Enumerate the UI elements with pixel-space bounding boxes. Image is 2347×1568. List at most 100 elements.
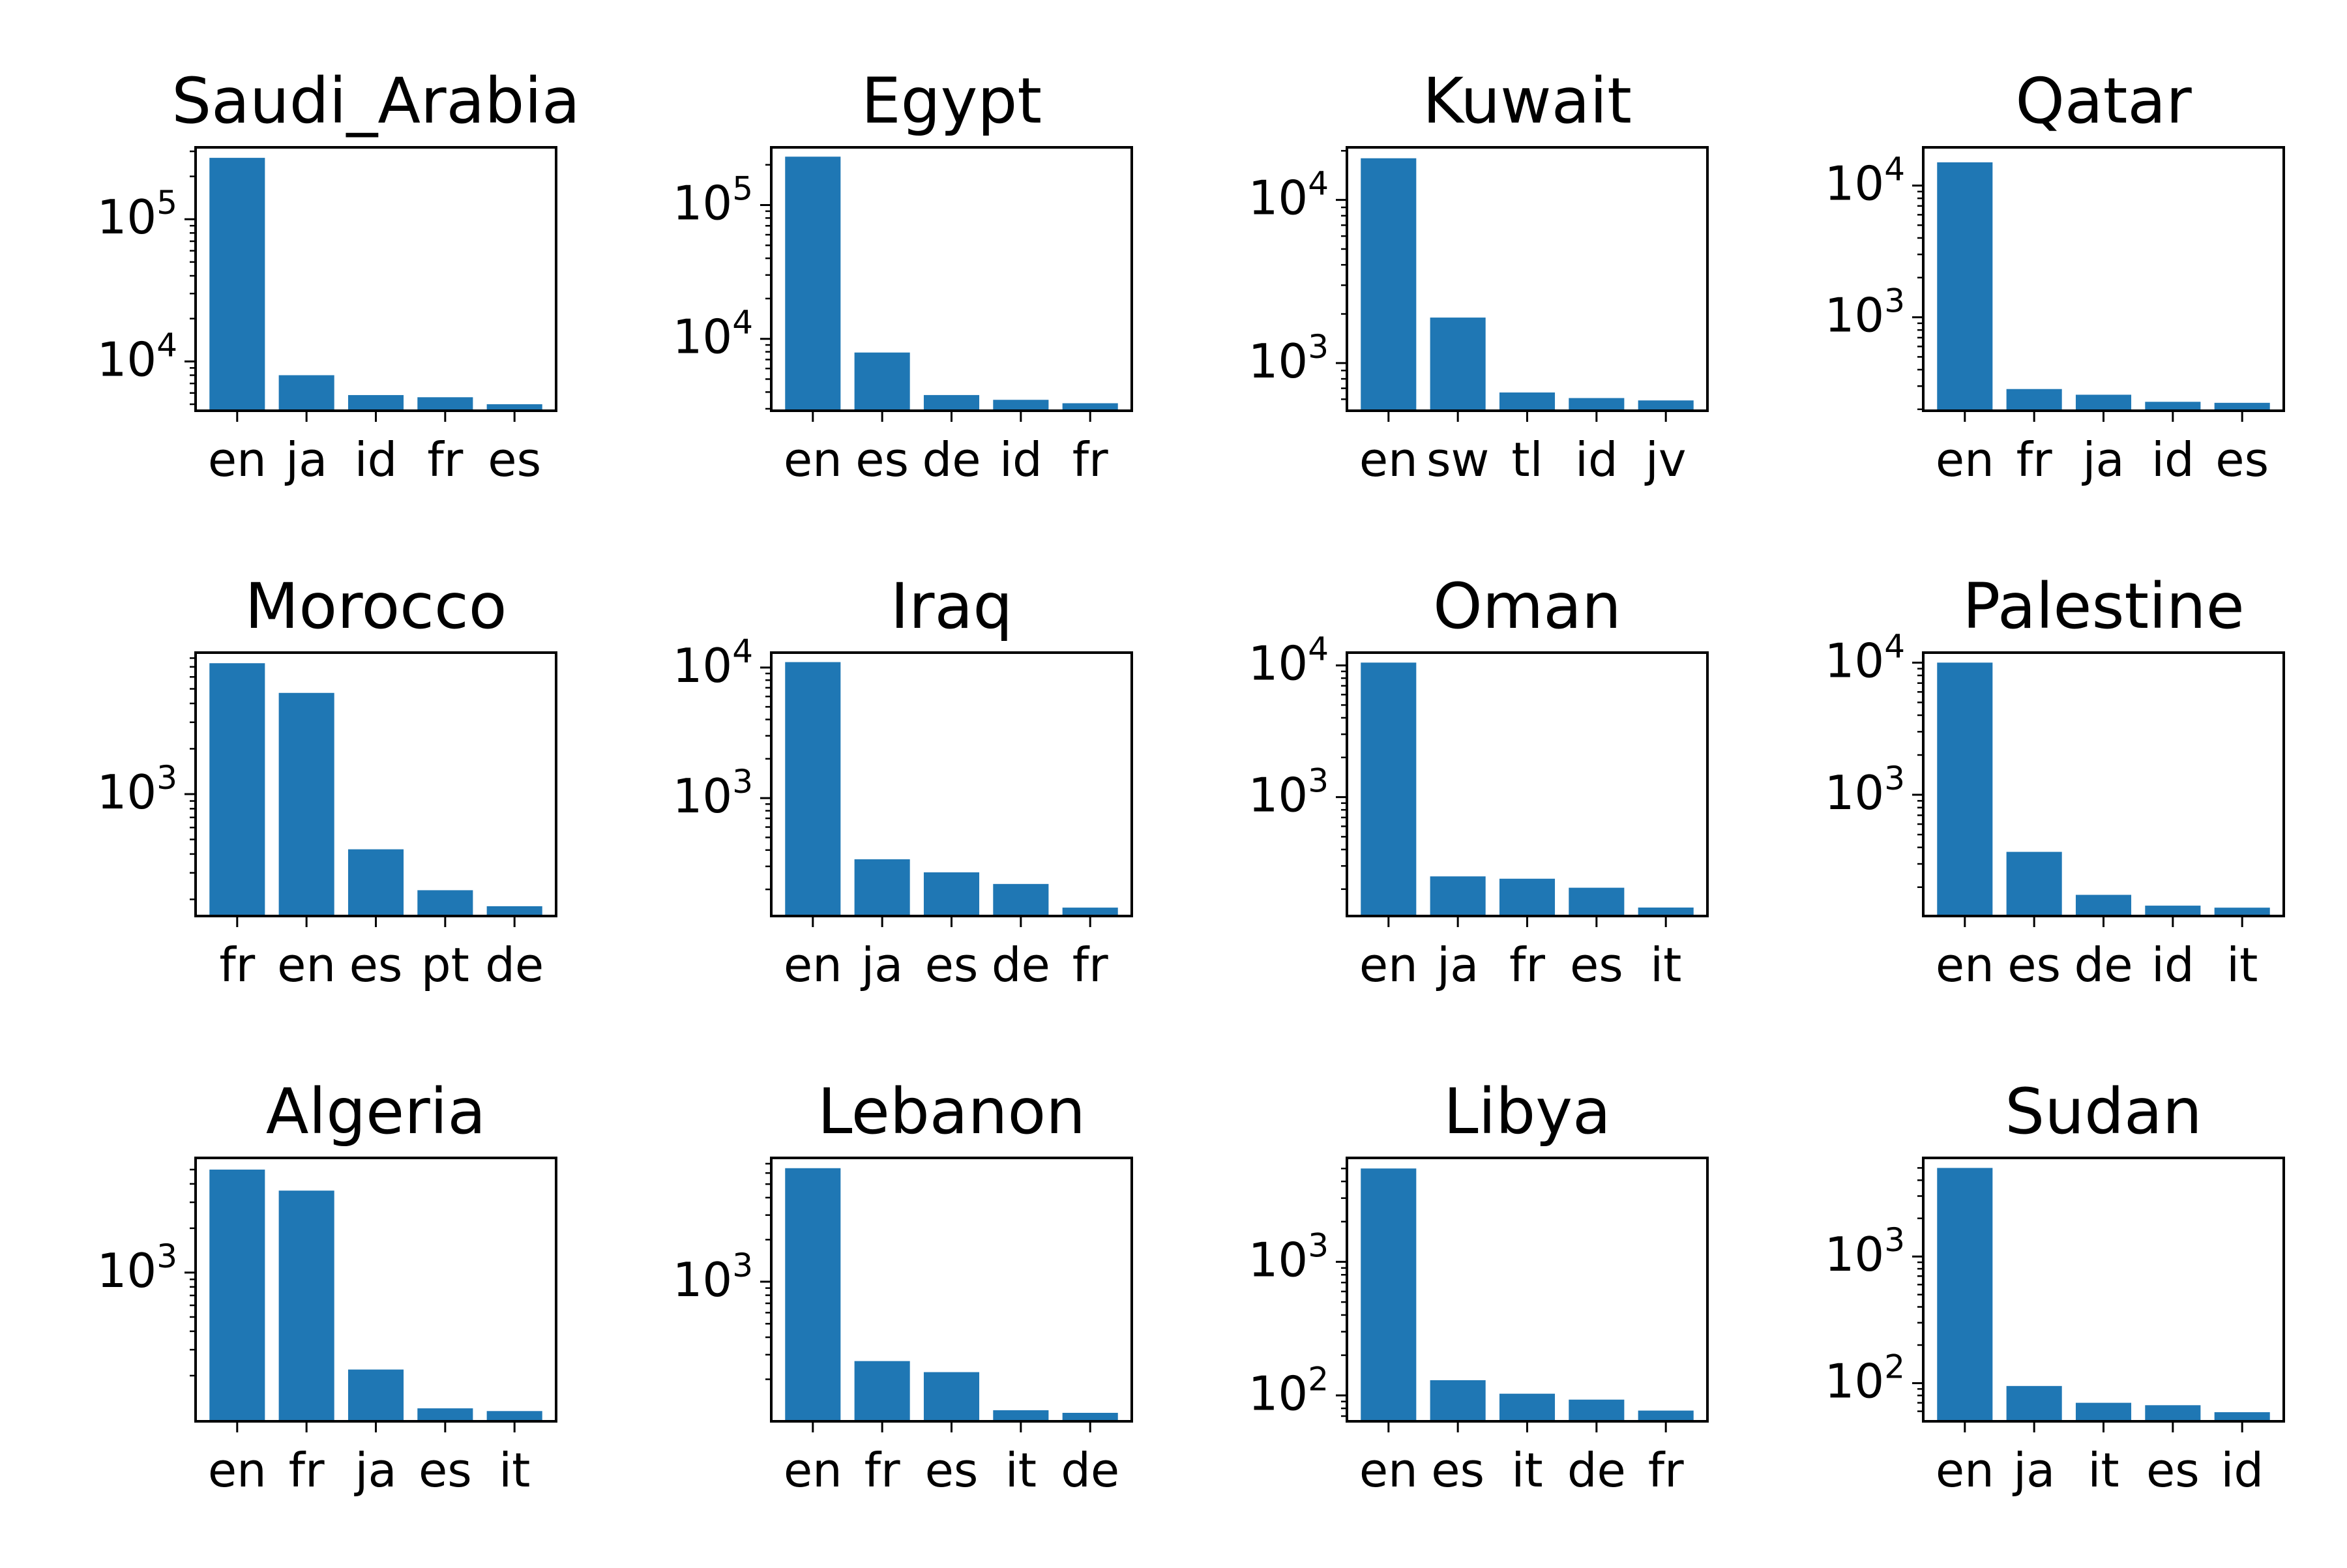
bar-en xyxy=(1361,1168,1417,1421)
x-tick-label: fr xyxy=(1072,432,1108,487)
subplot-sudan: Sudan 102 103 en ja it es id xyxy=(1825,1075,2285,1498)
bar-es xyxy=(2006,851,2062,916)
bar-it xyxy=(1499,1393,1556,1421)
y-tick-label: 105 xyxy=(97,184,177,244)
bar-de xyxy=(923,394,980,411)
subplot-title: Palestine xyxy=(1962,570,2244,643)
x-tick-label: tl xyxy=(1511,432,1543,487)
y-tick-label: 103 xyxy=(1248,762,1329,823)
y-tick-label: 103 xyxy=(1248,328,1329,389)
bar-fr xyxy=(1062,908,1118,916)
x-tick-label: de xyxy=(992,938,1050,992)
x-tick-label: es xyxy=(2215,432,2269,487)
subplot-egypt: Egypt 104 105 en es de id fr xyxy=(673,65,1133,487)
x-tick-label: ja xyxy=(2081,432,2124,487)
bar-es xyxy=(1569,887,1625,916)
bar-es xyxy=(854,352,910,411)
x-tick-label: fr xyxy=(864,1443,900,1498)
subplot-title: Kuwait xyxy=(1423,65,1632,138)
bar-ja xyxy=(2006,1385,2062,1421)
bar-id xyxy=(2145,402,2201,411)
x-tick-label: it xyxy=(2088,1443,2119,1498)
bar-ja xyxy=(854,859,910,916)
axes-frame xyxy=(770,146,1133,412)
bar-es xyxy=(923,1372,980,1421)
subplot-title: Algeria xyxy=(266,1075,486,1148)
subplot-title: Iraq xyxy=(891,570,1013,643)
x-tick-label: de xyxy=(485,938,544,992)
y-tick-label: 104 xyxy=(1825,151,1905,211)
x-tick-label: it xyxy=(499,1443,530,1498)
subplot-title: Egypt xyxy=(861,65,1042,138)
bar-it xyxy=(486,1411,542,1421)
subplot-algeria: Algeria 103 en fr ja es it xyxy=(97,1075,557,1498)
subplot-title: Oman xyxy=(1433,570,1621,643)
bar-de xyxy=(486,906,542,916)
bar-pt xyxy=(417,890,473,916)
x-tick-label: id xyxy=(2151,432,2194,487)
x-tick-label: es xyxy=(419,1443,472,1498)
subplot-morocco: Morocco 103 fr en es pt de xyxy=(97,570,557,992)
bar-id xyxy=(993,400,1049,411)
bar-it xyxy=(2075,1402,2132,1421)
bar-sw xyxy=(1430,318,1486,411)
subplot-lebanon: Lebanon 103 en fr es it de xyxy=(673,1075,1133,1498)
bar-fr xyxy=(1638,1410,1694,1421)
x-tick-label: fr xyxy=(1509,938,1545,992)
bar-de xyxy=(1062,1413,1118,1421)
subplot-kuwait: Kuwait 103 104 en sw tl id jv xyxy=(1248,65,1709,487)
bar-ja xyxy=(347,1369,404,1421)
x-tick-label: en xyxy=(1359,938,1418,992)
bar-en xyxy=(209,158,265,411)
subplot-palestine: Palestine 103 104 en es de id it xyxy=(1825,570,2285,992)
x-tick-label: fr xyxy=(427,432,463,487)
x-tick-label: es xyxy=(1570,938,1623,992)
bar-fr xyxy=(1062,403,1118,411)
y-tick-label: 103 xyxy=(1825,1221,1905,1282)
bar-ja xyxy=(1430,876,1486,916)
bar-it xyxy=(1638,907,1694,916)
x-tick-label: id xyxy=(2221,1443,2264,1498)
bar-ja xyxy=(2075,394,2132,411)
y-tick-label: 104 xyxy=(673,632,753,693)
bar-it xyxy=(2214,908,2270,916)
subplot-iraq: Iraq 103 104 en ja es de fr xyxy=(673,570,1133,992)
subplot-libya: Libya 102 103 en es it de fr xyxy=(1248,1075,1709,1498)
x-tick-label: es xyxy=(925,1443,979,1498)
x-tick-label: en xyxy=(1936,938,1994,992)
x-tick-label: es xyxy=(2146,1443,2200,1498)
bar-fr xyxy=(417,397,473,411)
x-tick-label: en xyxy=(208,1443,267,1498)
x-tick-label: ja xyxy=(1436,938,1479,992)
x-tick-label: en xyxy=(1359,1443,1418,1498)
axes-frame xyxy=(1346,651,1709,917)
x-tick-label: pt xyxy=(421,938,469,992)
x-tick-label: en xyxy=(1936,432,1994,487)
bar-fr xyxy=(2006,389,2062,411)
bar-it xyxy=(993,1410,1049,1421)
axes-frame xyxy=(770,1157,1133,1423)
bar-fr xyxy=(278,1191,334,1421)
x-tick-label: en xyxy=(784,432,842,487)
x-tick-label: fr xyxy=(1648,1443,1684,1498)
y-tick-label: 104 xyxy=(97,326,177,387)
y-tick-label: 102 xyxy=(1825,1348,1905,1409)
y-tick-label: 102 xyxy=(1248,1360,1329,1421)
y-tick-label: 103 xyxy=(673,763,753,823)
bar-id xyxy=(2214,1412,2270,1421)
y-tick-label: 103 xyxy=(97,1237,177,1298)
axes-frame xyxy=(1346,146,1709,412)
subplot-qatar: Qatar 103 104 en fr ja id es xyxy=(1825,65,2285,487)
bar-es xyxy=(923,872,980,916)
bar-de xyxy=(993,883,1049,916)
x-tick-label: es xyxy=(2007,938,2061,992)
x-tick-label: de xyxy=(923,432,981,487)
subplot-oman: Oman 103 104 en ja fr es it xyxy=(1248,570,1709,992)
subplot-title: Sudan xyxy=(2005,1075,2202,1148)
bar-es xyxy=(417,1408,473,1421)
subplot-title: Qatar xyxy=(2015,65,2192,138)
x-tick-label: fr xyxy=(2016,432,2052,487)
x-tick-label: es xyxy=(925,938,979,992)
y-tick-label: 104 xyxy=(1248,165,1329,226)
